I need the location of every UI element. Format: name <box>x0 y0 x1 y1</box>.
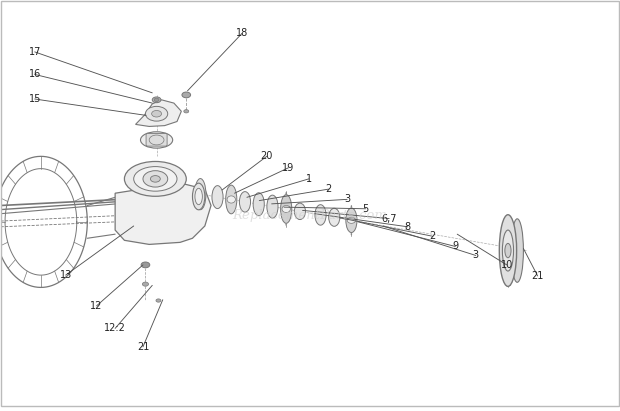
Circle shape <box>156 299 161 302</box>
Text: 21: 21 <box>531 271 544 281</box>
Text: 19: 19 <box>282 163 294 173</box>
Circle shape <box>182 92 190 98</box>
Text: 3: 3 <box>472 250 479 261</box>
Text: 18: 18 <box>236 28 248 39</box>
Text: 5: 5 <box>363 204 369 214</box>
Text: 21: 21 <box>137 342 149 352</box>
Text: 2: 2 <box>326 184 332 194</box>
Ellipse shape <box>239 192 250 212</box>
Text: 15: 15 <box>29 94 41 104</box>
Polygon shape <box>136 100 181 127</box>
Text: 2: 2 <box>430 231 436 241</box>
Ellipse shape <box>511 219 523 282</box>
Text: 1: 1 <box>306 174 312 184</box>
Ellipse shape <box>125 162 186 196</box>
Ellipse shape <box>212 186 223 208</box>
Text: 16: 16 <box>29 69 41 79</box>
Circle shape <box>152 111 162 117</box>
Circle shape <box>151 175 161 182</box>
Circle shape <box>153 97 161 103</box>
Text: 17: 17 <box>29 47 41 57</box>
Ellipse shape <box>502 230 513 271</box>
Ellipse shape <box>192 183 205 210</box>
Ellipse shape <box>253 193 264 216</box>
Ellipse shape <box>329 208 340 226</box>
Ellipse shape <box>195 178 206 210</box>
Ellipse shape <box>195 188 202 205</box>
Ellipse shape <box>315 205 326 225</box>
Text: 12:2: 12:2 <box>104 323 126 333</box>
Ellipse shape <box>281 195 292 223</box>
Ellipse shape <box>282 206 290 212</box>
Ellipse shape <box>267 195 278 218</box>
Polygon shape <box>115 183 211 245</box>
Circle shape <box>146 106 168 121</box>
Text: 12: 12 <box>91 301 103 311</box>
Text: ReplacementParts.com: ReplacementParts.com <box>232 209 388 222</box>
Text: 3: 3 <box>344 194 350 204</box>
Ellipse shape <box>141 132 172 148</box>
Text: 6,7: 6,7 <box>381 214 397 224</box>
Ellipse shape <box>346 208 357 233</box>
Circle shape <box>141 262 150 268</box>
FancyBboxPatch shape <box>146 134 167 146</box>
Circle shape <box>143 282 149 286</box>
Text: 13: 13 <box>60 270 72 280</box>
Text: 10: 10 <box>500 260 513 270</box>
Text: 20: 20 <box>260 151 273 162</box>
Ellipse shape <box>294 203 306 219</box>
Ellipse shape <box>134 166 177 191</box>
Circle shape <box>143 171 168 187</box>
Ellipse shape <box>227 196 236 203</box>
Ellipse shape <box>505 243 511 258</box>
Ellipse shape <box>347 217 356 223</box>
Ellipse shape <box>499 215 516 286</box>
Ellipse shape <box>226 185 237 214</box>
Text: 9: 9 <box>453 241 458 252</box>
Circle shape <box>184 110 188 113</box>
Text: 8: 8 <box>405 222 411 232</box>
Circle shape <box>154 98 159 102</box>
